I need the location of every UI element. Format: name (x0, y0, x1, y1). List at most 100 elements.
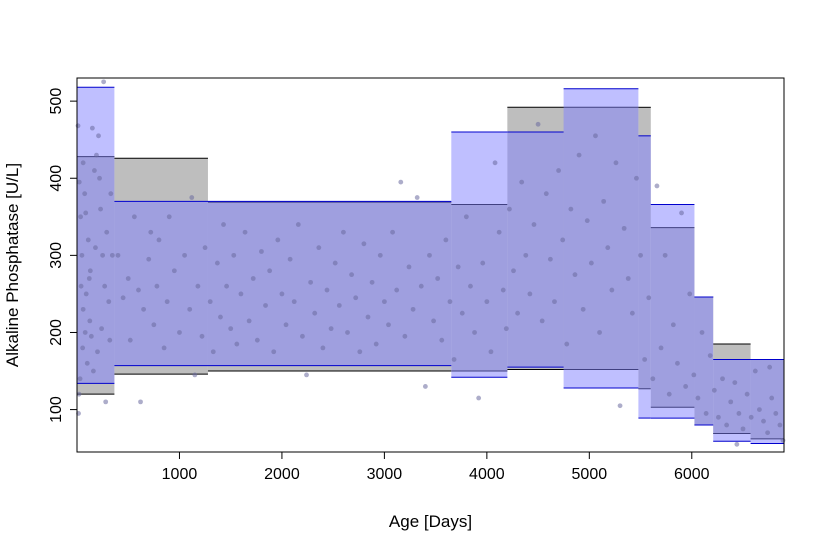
data-point-191 (716, 414, 721, 420)
data-point-45 (136, 287, 141, 293)
data-point-113 (398, 179, 404, 185)
blue-band-6 (650, 204, 695, 419)
data-point-165 (609, 287, 615, 293)
y-tick-label-3: 400 (48, 165, 65, 192)
data-point-26 (88, 333, 94, 339)
data-point-172 (638, 252, 643, 258)
data-point-51 (154, 283, 160, 289)
data-point-154 (564, 341, 570, 347)
data-point-53 (161, 345, 167, 351)
data-point-178 (662, 252, 668, 258)
data-point-153 (560, 237, 566, 243)
data-point-168 (621, 225, 627, 231)
data-point-84 (279, 291, 285, 297)
data-point-130 (468, 283, 473, 289)
blue-band-5 (638, 135, 651, 419)
data-point-9 (89, 125, 95, 131)
data-point-91 (308, 279, 314, 285)
data-point-40 (115, 252, 121, 258)
data-point-0 (75, 123, 81, 129)
data-point-15 (102, 283, 108, 289)
data-point-49 (148, 229, 154, 235)
x-tick-label-2: 3000 (367, 466, 403, 483)
data-point-137 (496, 229, 502, 235)
data-point-2 (78, 214, 83, 220)
data-point-111 (390, 229, 395, 235)
data-point-35 (80, 306, 86, 312)
data-point-36 (78, 283, 84, 289)
data-point-92 (312, 310, 318, 316)
data-point-57 (177, 330, 182, 335)
blue-band-4 (563, 88, 639, 388)
data-point-11 (94, 152, 99, 158)
data-point-78 (254, 337, 260, 343)
data-point-190 (711, 387, 717, 393)
data-point-75 (242, 229, 248, 235)
data-point-1 (76, 179, 82, 185)
y-tick-label-2: 300 (48, 242, 65, 269)
data-point-201 (757, 407, 762, 412)
data-point-13 (98, 206, 103, 212)
data-point-90 (304, 372, 309, 378)
data-point-76 (246, 318, 252, 324)
data-point-155 (568, 206, 574, 212)
data-point-29 (99, 326, 104, 332)
data-point-6 (83, 291, 89, 297)
x-axis: 1000 2000 3000 4000 5000 6000 (162, 451, 710, 483)
data-point-63 (199, 333, 205, 339)
data-point-10 (92, 168, 97, 173)
data-point-204 (769, 395, 775, 401)
data-point-183 (683, 384, 689, 389)
data-point-86 (287, 256, 293, 262)
data-point-79 (259, 249, 264, 254)
data-point-87 (291, 299, 297, 305)
data-point-184 (687, 291, 693, 297)
data-point-38 (83, 210, 89, 216)
data-point-120 (427, 252, 432, 258)
data-point-32 (101, 79, 107, 85)
data-point-54 (164, 299, 170, 305)
data-point-74 (238, 291, 244, 297)
data-point-4 (80, 160, 86, 166)
blue-band-7 (694, 297, 714, 426)
blue-band-9 (750, 359, 784, 444)
blue-band-3 (507, 131, 564, 368)
data-point-195 (732, 380, 738, 385)
data-point-129 (463, 214, 469, 220)
data-point-5 (82, 191, 88, 197)
data-point-52 (156, 237, 162, 243)
x-tick-label-0: 1000 (162, 466, 198, 483)
data-point-43 (127, 337, 133, 343)
data-point-67 (214, 260, 220, 266)
data-point-69 (221, 222, 226, 227)
data-point-7 (85, 237, 91, 243)
data-point-125 (447, 299, 453, 305)
blue-band-layer (77, 87, 784, 444)
data-point-170 (629, 310, 635, 316)
x-axis-title: Age [Days] (389, 512, 472, 531)
data-point-85 (283, 322, 289, 328)
data-point-44 (131, 214, 137, 220)
data-point-150 (547, 256, 553, 262)
data-point-59 (187, 306, 193, 312)
points-layer (75, 79, 786, 447)
data-point-176 (654, 183, 660, 189)
data-point-96 (328, 326, 334, 332)
data-point-209 (767, 364, 773, 370)
data-point-186 (695, 395, 701, 401)
data-point-116 (410, 306, 416, 312)
data-point-41 (120, 295, 126, 301)
data-point-145 (527, 291, 533, 297)
data-point-163 (601, 198, 607, 204)
data-point-166 (613, 160, 619, 166)
data-point-108 (377, 252, 383, 258)
data-point-174 (646, 295, 652, 301)
data-point-189 (707, 353, 713, 359)
data-point-193 (724, 422, 730, 428)
data-point-123 (439, 337, 445, 343)
data-point-139 (503, 326, 509, 332)
data-point-200 (752, 368, 758, 374)
blue-band-2 (451, 131, 508, 378)
data-point-42 (125, 276, 131, 281)
